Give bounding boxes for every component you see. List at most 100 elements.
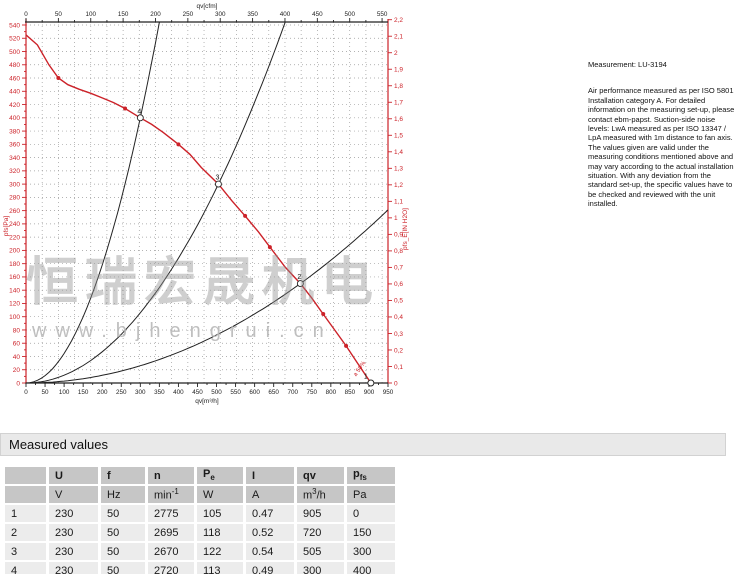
axes: [25, 19, 389, 384]
svg-text:320: 320: [9, 168, 20, 175]
table-cell: 230: [49, 562, 98, 574]
row-number: 3: [5, 543, 46, 560]
svg-text:2: 2: [297, 274, 301, 281]
svg-text:1,1: 1,1: [394, 199, 403, 206]
svg-text:0,1: 0,1: [394, 364, 403, 371]
table-cell: 118: [197, 524, 243, 541]
svg-text:400: 400: [9, 115, 20, 122]
svg-text:200: 200: [150, 11, 161, 18]
column-header: n: [148, 467, 194, 484]
svg-text:1,6: 1,6: [394, 116, 403, 123]
column-unit: W: [197, 486, 243, 503]
table-cell: 0.49: [246, 562, 294, 574]
table-cell: 230: [49, 505, 98, 522]
svg-text:500: 500: [9, 49, 20, 56]
svg-text:250: 250: [116, 389, 127, 396]
right-axis: 0 0,1 0,2 0,3 0,4 0,5 0,6 0,7 0,8 0,9 1 1,1 1,2 1,3 1,…: [388, 17, 409, 387]
svg-text:750: 750: [307, 389, 318, 396]
column-header: qv: [297, 467, 344, 484]
column-header: Pe: [197, 467, 243, 484]
column-header: U: [49, 467, 98, 484]
svg-text:100: 100: [9, 314, 20, 321]
measurement-note: Air performance measured as per ISO 5801…: [588, 86, 735, 209]
svg-text:360: 360: [9, 142, 20, 149]
svg-text:1,5: 1,5: [394, 133, 403, 140]
system-curve-3: [26, 22, 286, 384]
table-cell: 0.54: [246, 543, 294, 560]
column-unit: Pa: [347, 486, 395, 503]
svg-text:pfs[Pa]: pfs[Pa]: [3, 216, 10, 236]
table-cell: 300: [347, 543, 395, 560]
svg-text:0,8: 0,8: [394, 248, 403, 255]
svg-text:550: 550: [230, 389, 241, 396]
svg-text:0: 0: [16, 380, 20, 387]
svg-text:1,9: 1,9: [394, 67, 403, 74]
table-cell: 0: [347, 505, 395, 522]
bottom-axis: 0 50 100 150 200 250 300 350 400 450 500 550 600 650 7…: [24, 383, 394, 405]
fan-curve: [26, 34, 372, 384]
svg-text:350: 350: [247, 11, 258, 18]
svg-text:420: 420: [9, 102, 20, 109]
svg-text:520: 520: [9, 36, 20, 43]
svg-text:1,2: 1,2: [394, 182, 403, 189]
svg-text:200: 200: [97, 389, 108, 396]
table-cell: 150: [347, 524, 395, 541]
svg-text:pfs_E[IN H2O]: pfs_E[IN H2O]: [402, 208, 409, 250]
svg-text:0,3: 0,3: [394, 331, 403, 338]
svg-text:150: 150: [78, 389, 89, 396]
row-number: 2: [5, 524, 46, 541]
table-cell: 113: [197, 562, 243, 574]
svg-text:1,7: 1,7: [394, 100, 403, 107]
svg-text:440: 440: [9, 89, 20, 96]
column-unit: Hz: [101, 486, 145, 503]
svg-text:2: 2: [394, 50, 398, 57]
svg-text:50: 50: [55, 11, 63, 18]
table-cell: 2720: [148, 562, 194, 574]
svg-text:140: 140: [9, 287, 20, 294]
svg-text:550: 550: [377, 11, 388, 18]
svg-text:300: 300: [215, 11, 226, 18]
operating-point-1: [367, 379, 375, 387]
table-cell: 105: [197, 505, 243, 522]
svg-text:450: 450: [192, 389, 203, 396]
table-cell: 2775: [148, 505, 194, 522]
operating-point-3: [214, 180, 222, 188]
measurement-info: Measurement: LU-3194 Air performance mea…: [588, 60, 748, 209]
svg-text:40: 40: [13, 354, 21, 361]
table-cell: 50: [101, 524, 145, 541]
svg-text:2,1: 2,1: [394, 34, 403, 41]
svg-text:2,2: 2,2: [394, 17, 403, 24]
svg-text:0: 0: [394, 380, 398, 387]
grid: [26, 22, 388, 383]
table-cell: 0.52: [246, 524, 294, 541]
operating-points: 1 2 3 4: [136, 108, 375, 387]
svg-text:80: 80: [13, 327, 21, 334]
table-cell: 0.47: [246, 505, 294, 522]
svg-text:340: 340: [9, 155, 20, 162]
svg-text:300: 300: [9, 181, 20, 188]
svg-text:500: 500: [344, 11, 355, 18]
svg-text:20: 20: [13, 367, 21, 374]
table-cell: 400: [347, 562, 395, 574]
table-cell: 2670: [148, 543, 194, 560]
svg-text:900: 900: [364, 389, 375, 396]
performance-chart: 0204060801001201401601802002202402602803…: [3, 3, 409, 405]
table-row: 2 230 50 2695 118 0.52 720 150: [5, 524, 395, 541]
svg-text:950: 950: [383, 389, 394, 396]
svg-text:0: 0: [24, 389, 28, 396]
svg-text:1,8: 1,8: [394, 83, 403, 90]
svg-text:500: 500: [211, 389, 222, 396]
svg-text:1: 1: [364, 374, 368, 381]
svg-text:800: 800: [326, 389, 337, 396]
svg-text:350: 350: [154, 389, 165, 396]
svg-text:100: 100: [85, 11, 96, 18]
column-unit: min-1: [148, 486, 194, 503]
operating-point-4: [136, 114, 144, 122]
column-header: pfs: [347, 467, 395, 484]
svg-text:300: 300: [135, 389, 146, 396]
table-row: 1 230 50 2775 105 0.47 905 0: [5, 505, 395, 522]
system-curve-4: [26, 22, 160, 384]
